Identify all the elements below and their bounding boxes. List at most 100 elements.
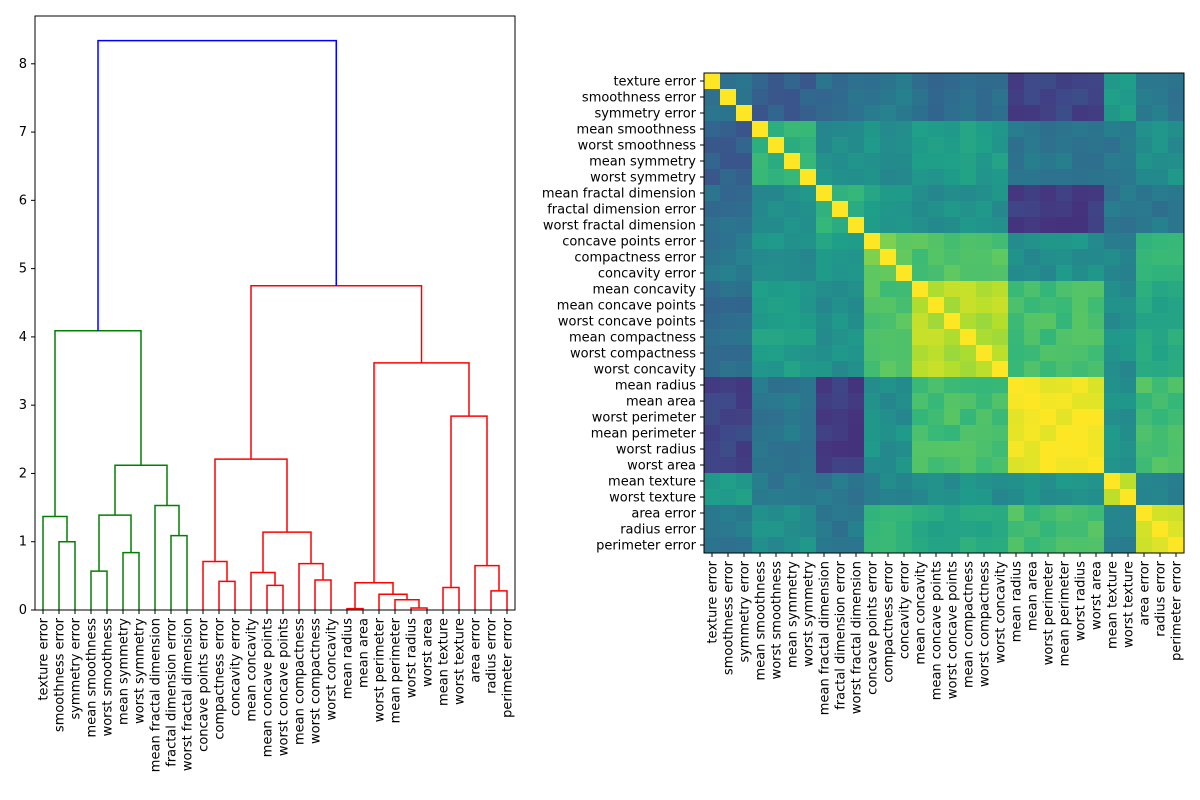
heatmap-cell xyxy=(1040,153,1057,170)
heatmap-cell xyxy=(912,345,929,362)
heatmap-cell xyxy=(928,537,945,554)
heatmap-cell xyxy=(736,201,753,218)
heatmap-cell xyxy=(768,153,785,170)
heatmap-cell xyxy=(704,185,721,202)
heatmap-cell xyxy=(1168,201,1185,218)
heatmap-cell xyxy=(928,377,945,394)
heatmap-cell xyxy=(1168,393,1185,410)
heatmap-cell xyxy=(832,313,849,330)
heatmap-row-label: mean smoothness xyxy=(577,123,697,138)
heatmap-cell xyxy=(1088,137,1105,154)
heatmap-cell xyxy=(736,345,753,362)
heatmap-cell xyxy=(768,425,785,442)
heatmap-cell xyxy=(992,377,1009,394)
heatmap-cell xyxy=(1056,361,1073,378)
heatmap-cell xyxy=(768,121,785,138)
heatmap-cell xyxy=(816,89,833,106)
heatmap-cell xyxy=(736,169,753,186)
heatmap-cell xyxy=(1024,153,1041,170)
dendrogram-link-28 xyxy=(97,39,337,331)
heatmap-cell xyxy=(752,377,769,394)
heatmap-cell xyxy=(832,169,849,186)
heatmap-cell xyxy=(704,345,721,362)
heatmap-cell xyxy=(768,169,785,186)
heatmap-cell xyxy=(960,185,977,202)
heatmap-cell xyxy=(1120,329,1137,346)
dendrogram-leaf-label: worst compactness xyxy=(309,618,324,744)
heatmap-cell xyxy=(928,473,945,490)
heatmap-cell xyxy=(1168,537,1185,554)
heatmap-cell xyxy=(912,153,929,170)
heatmap-cell xyxy=(992,345,1009,362)
heatmap-cell xyxy=(944,281,961,298)
heatmap-cell xyxy=(1040,185,1057,202)
heatmap-cell xyxy=(864,217,881,234)
heatmap-cell xyxy=(752,281,769,298)
heatmap-cell xyxy=(768,377,785,394)
heatmap-cell xyxy=(1088,521,1105,538)
heatmap-cell xyxy=(1056,249,1073,266)
heatmap-cell xyxy=(992,169,1009,186)
dendrogram-link-16 xyxy=(214,458,288,562)
heatmap-cell xyxy=(1120,169,1137,186)
heatmap-cell xyxy=(1152,265,1169,282)
heatmap-cell xyxy=(816,377,833,394)
heatmap-row-label: smoothness error xyxy=(582,91,697,106)
heatmap-cell xyxy=(800,345,817,362)
heatmap-cell xyxy=(736,153,753,170)
heatmap-cell xyxy=(1120,521,1137,538)
heatmap-cell xyxy=(928,329,945,346)
heatmap-cell xyxy=(1072,393,1089,410)
heatmap-cell xyxy=(1008,121,1025,138)
heatmap-cell xyxy=(976,265,993,282)
dendrogram-link-12 xyxy=(250,571,276,610)
heatmap-cell xyxy=(928,265,945,282)
heatmap-cell xyxy=(1040,425,1057,442)
heatmap-cell xyxy=(848,537,865,554)
dendrogram-link-23 xyxy=(490,590,508,610)
dendrogram-leaf-label: mean texture xyxy=(437,618,452,706)
heatmap-column-label: fractal dimension error xyxy=(834,560,849,709)
dendrogram-leaf-label: area error xyxy=(469,617,484,682)
heatmap-cell xyxy=(1152,329,1169,346)
heatmap-cell xyxy=(736,217,753,234)
heatmap-cell xyxy=(768,137,785,154)
heatmap-cell xyxy=(944,345,961,362)
heatmap-cell xyxy=(1008,329,1025,346)
heatmap-row-label: mean radius xyxy=(615,379,696,394)
heatmap-cell xyxy=(848,105,865,122)
heatmap-cell xyxy=(880,393,897,410)
heatmap-cell xyxy=(944,249,961,266)
heatmap-cell xyxy=(1120,457,1137,474)
heatmap-cell xyxy=(1088,249,1105,266)
heatmap-cell xyxy=(736,121,753,138)
heatmap-cell xyxy=(1152,169,1169,186)
heatmap-column-label: worst fractal dimension xyxy=(850,561,865,714)
heatmap-cell xyxy=(816,457,833,474)
heatmap-cell xyxy=(1168,121,1185,138)
dendrogram-link-8 xyxy=(54,330,142,517)
heatmap-cell xyxy=(816,537,833,554)
heatmap-column-label: mean perimeter xyxy=(1058,560,1073,666)
heatmap-cell xyxy=(960,137,977,154)
dendrogram-leaf-label: worst texture xyxy=(453,618,468,705)
dendrogram-link-4 xyxy=(98,514,132,572)
heatmap-cell xyxy=(1040,73,1057,90)
heatmap-cell xyxy=(784,297,801,314)
heatmap-cell xyxy=(832,73,849,90)
heatmap-cell xyxy=(800,169,817,186)
heatmap-cell xyxy=(1152,457,1169,474)
heatmap-cell xyxy=(1008,169,1025,186)
heatmap-cell xyxy=(1120,137,1137,154)
heatmap-cell xyxy=(896,217,913,234)
heatmap-cell xyxy=(960,329,977,346)
dendrogram-x-axis: texture error smoothness error symmetry er… xyxy=(37,610,516,772)
heatmap-cell xyxy=(1040,409,1057,426)
heatmap-cell xyxy=(784,377,801,394)
heatmap-cell xyxy=(848,89,865,106)
heatmap-cell xyxy=(1152,217,1169,234)
heatmap-cell xyxy=(976,249,993,266)
heatmap-cell xyxy=(1040,105,1057,122)
heatmap-cell xyxy=(896,281,913,298)
heatmap-cell xyxy=(992,409,1009,426)
